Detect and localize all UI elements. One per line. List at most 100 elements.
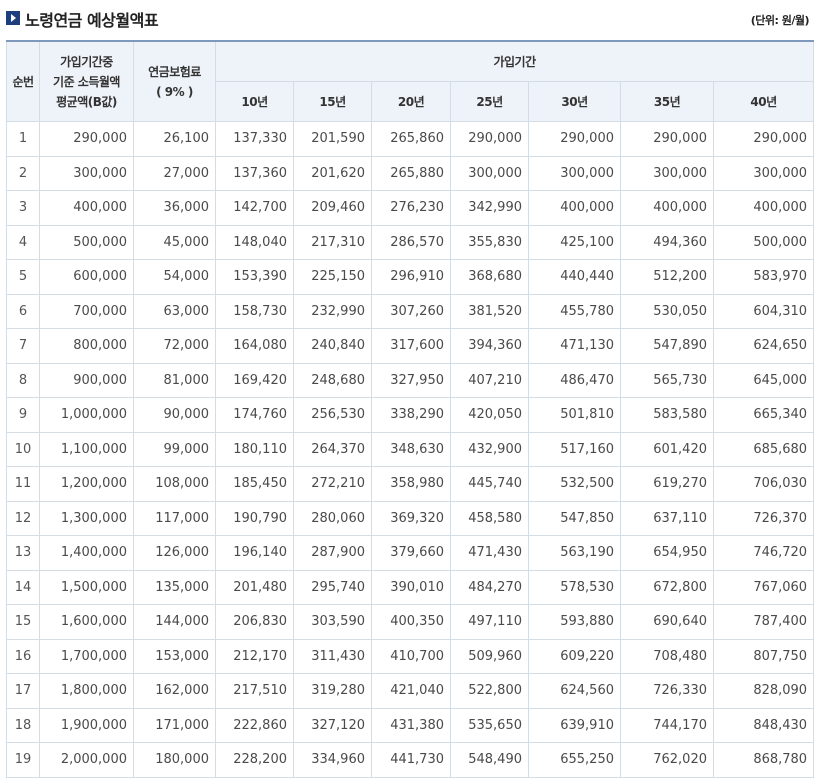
table-cell: 1,200,000 [39, 466, 134, 502]
table-cell: 300,000 [712, 155, 815, 191]
row-number-cell: 11 [6, 466, 40, 502]
table-cell: 209,460 [293, 190, 372, 226]
table-cell: 148,040 [215, 224, 294, 260]
row-number-cell: 15 [6, 604, 40, 640]
table-cell: 655,250 [528, 742, 621, 778]
table-cell: 486,470 [528, 362, 621, 398]
table-cell: 206,830 [215, 604, 294, 640]
row-number-cell: 5 [6, 259, 40, 295]
header-premium-line2: ( 9% ) [156, 84, 193, 99]
table-cell: 222,860 [215, 707, 294, 743]
table-cell: 287,900 [293, 535, 372, 571]
table-cell: 535,650 [450, 707, 529, 743]
table-row: 17 1,800,000 162,000 217,510 319,280 421,040 5… [6, 673, 815, 709]
table-cell: 1,800,000 [39, 673, 134, 709]
table-row: 10 1,100,000 99,000 180,110 264,370 348,630 43… [6, 431, 815, 467]
table-cell: 358,980 [371, 466, 451, 502]
table-cell: 290,000 [620, 121, 714, 157]
table-cell: 565,730 [620, 362, 714, 398]
table-cell: 153,390 [215, 259, 294, 295]
table-cell: 137,330 [215, 121, 294, 157]
row-number-cell: 19 [6, 742, 40, 778]
bullet-arrow-icon [6, 11, 20, 25]
table-cell: 217,310 [293, 224, 372, 260]
table-cell: 746,720 [712, 535, 815, 571]
table-cell: 169,420 [215, 362, 294, 398]
table-body: 1 290,000 26,100 137,330 201,590 265,860 290,0… [6, 121, 815, 778]
table-cell: 379,660 [371, 535, 451, 571]
table-cell: 512,200 [620, 259, 714, 295]
table-cell: 471,430 [450, 535, 529, 571]
table-cell: 256,530 [293, 397, 372, 433]
table-cell: 307,260 [371, 293, 451, 329]
table-cell: 1,400,000 [39, 535, 134, 571]
table-row: 7 800,000 72,000 164,080 240,840 317,600 394,3… [6, 328, 815, 364]
table-cell: 726,330 [620, 673, 714, 709]
table-cell: 342,990 [450, 190, 529, 226]
table-cell: 36,000 [133, 190, 216, 226]
row-number-cell: 10 [6, 431, 40, 467]
table-cell: 685,680 [712, 431, 815, 467]
table-cell: 1,100,000 [39, 431, 134, 467]
table-row: 11 1,200,000 108,000 185,450 272,210 358,980 4… [6, 466, 815, 502]
header-income-line1: 가입기간중 [60, 54, 113, 69]
table-cell: 1,000,000 [39, 397, 134, 433]
table-cell: 201,620 [293, 155, 372, 191]
table-cell: 137,360 [215, 155, 294, 191]
header-no: 순번 [6, 40, 40, 122]
table-cell: 334,960 [293, 742, 372, 778]
table-cell: 228,200 [215, 742, 294, 778]
row-number-cell: 9 [6, 397, 40, 433]
table-cell: 522,800 [450, 673, 529, 709]
table-cell: 265,860 [371, 121, 451, 157]
row-number-cell: 1 [6, 121, 40, 157]
table-cell: 744,170 [620, 707, 714, 743]
table-cell: 807,750 [712, 638, 815, 674]
table-cell: 390,010 [371, 569, 451, 605]
table-row: 18 1,900,000 171,000 222,860 327,120 431,380 5… [6, 707, 815, 743]
table-cell: 665,340 [712, 397, 815, 433]
table-row: 16 1,700,000 153,000 212,170 311,430 410,700 5… [6, 638, 815, 674]
table-cell: 421,040 [371, 673, 451, 709]
table-cell: 441,730 [371, 742, 451, 778]
table-cell: 290,000 [528, 121, 621, 157]
table-cell: 509,960 [450, 638, 529, 674]
header-years-row: 10년 15년 20년 25년 30년 35년 40년 [7, 81, 815, 122]
table-cell: 400,000 [712, 190, 815, 226]
table-row: 13 1,400,000 126,000 196,140 287,900 379,660 4… [6, 535, 815, 571]
table-cell: 394,360 [450, 328, 529, 364]
table-cell: 455,780 [528, 293, 621, 329]
table-cell: 348,630 [371, 431, 451, 467]
row-number-cell: 6 [6, 293, 40, 329]
table-cell: 63,000 [133, 293, 216, 329]
table-cell: 624,650 [712, 328, 815, 364]
table-cell: 265,880 [371, 155, 451, 191]
table-cell: 327,120 [293, 707, 372, 743]
row-number-cell: 18 [6, 707, 40, 743]
table-cell: 368,680 [450, 259, 529, 295]
table-cell: 645,000 [712, 362, 815, 398]
table-cell: 517,160 [528, 431, 621, 467]
table-cell: 706,030 [712, 466, 815, 502]
table-cell: 532,500 [528, 466, 621, 502]
table-cell: 767,060 [712, 569, 815, 605]
table-cell: 201,480 [215, 569, 294, 605]
table-cell: 174,760 [215, 397, 294, 433]
table-cell: 440,440 [528, 259, 621, 295]
table-cell: 548,490 [450, 742, 529, 778]
table-cell: 637,110 [620, 500, 714, 536]
table-cell: 217,510 [215, 673, 294, 709]
row-number-cell: 17 [6, 673, 40, 709]
row-number-cell: 16 [6, 638, 40, 674]
header-premium: 연금보험료 ( 9% ) [133, 40, 216, 122]
table-cell: 500,000 [39, 224, 134, 260]
table-cell: 431,380 [371, 707, 451, 743]
row-number-cell: 14 [6, 569, 40, 605]
table-cell: 500,000 [712, 224, 815, 260]
table-row: 8 900,000 81,000 169,420 248,680 327,950 407,2… [6, 362, 815, 398]
table-cell: 593,880 [528, 604, 621, 640]
table-cell: 432,900 [450, 431, 529, 467]
table-cell: 311,430 [293, 638, 372, 674]
table-cell: 225,150 [293, 259, 372, 295]
row-number-cell: 4 [6, 224, 40, 260]
